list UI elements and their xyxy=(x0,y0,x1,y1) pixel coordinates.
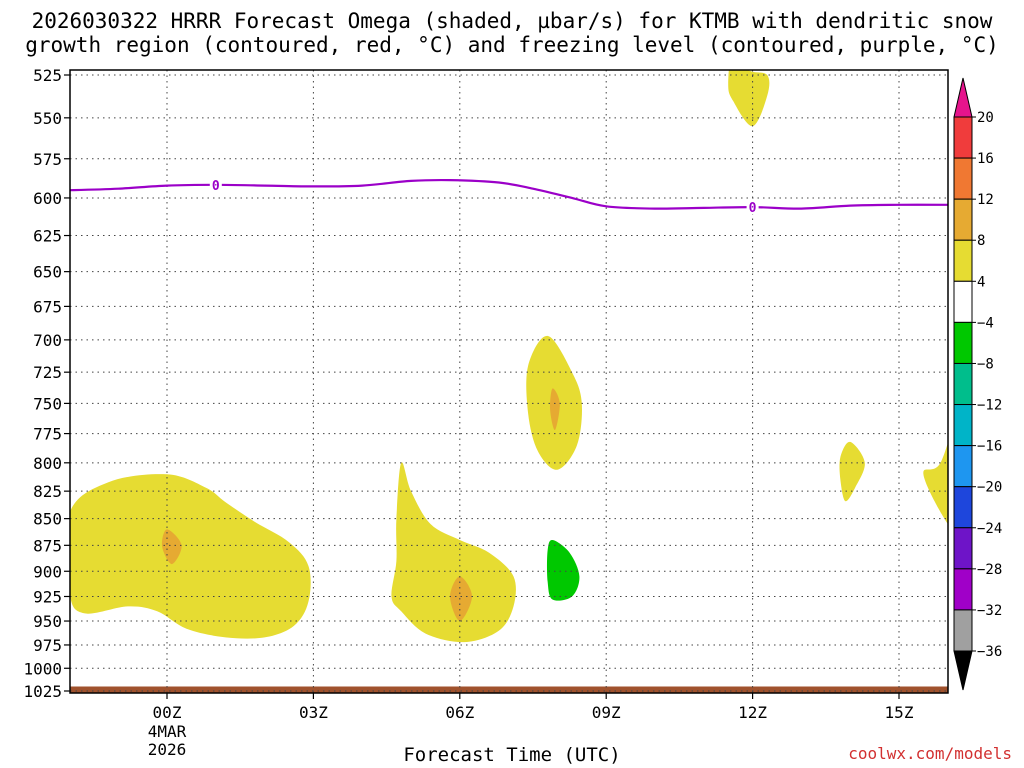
colorbar-bin xyxy=(953,321,973,364)
y-tick-label: 750 xyxy=(33,394,62,413)
x-tick-label: 09Z xyxy=(592,703,621,722)
colorbar-bin xyxy=(953,445,973,488)
freezing-level-label-bg-0 xyxy=(209,177,222,192)
colorbar-bin xyxy=(953,239,973,282)
y-tick-label: 700 xyxy=(33,331,62,350)
colorbar-label: 12 xyxy=(977,192,994,208)
x-axis-title: Forecast Time (UTC) xyxy=(403,744,621,766)
colorbar-label: −12 xyxy=(977,398,1002,414)
colorbar-bin xyxy=(953,568,973,611)
ground-strip xyxy=(70,686,948,693)
y-tick-label: 875 xyxy=(33,536,62,555)
colorbar-bin xyxy=(953,404,973,447)
omega-region-7 xyxy=(450,576,472,621)
y-tick-label: 1025 xyxy=(23,682,62,701)
y-tick-label: 975 xyxy=(33,636,62,655)
colorbar-bin xyxy=(953,609,973,652)
colorbar: 20 16 12 8 4 −4 −8 −12 −16 −20 −24 −28 −32 −36 xyxy=(953,77,1002,691)
colorbar-bin xyxy=(953,157,973,200)
x-tick-label: 15Z xyxy=(885,703,914,722)
colorbar-label: −8 xyxy=(977,356,994,372)
freezing-level-label: 0 xyxy=(749,201,757,216)
omega-region-0 xyxy=(70,474,311,639)
y-axis: 525 550 575 600 625 650 675 700 725 750 775 800 825 8… xyxy=(23,66,70,701)
omega-region-4 xyxy=(839,441,865,502)
plot-frame xyxy=(69,69,949,694)
y-tick-label: 650 xyxy=(33,263,62,282)
omega-shading-layer xyxy=(70,70,948,643)
colorbar-label: 8 xyxy=(977,233,985,249)
y-tick-label: 800 xyxy=(33,454,62,473)
y-tick-label: 850 xyxy=(33,510,62,529)
y-tick-label: 1000 xyxy=(23,659,62,678)
grid-layer xyxy=(70,70,948,693)
freezing-level-label-bg-1 xyxy=(746,200,759,215)
colorbar-label: −16 xyxy=(977,439,1002,455)
x-tick-label: 12Z xyxy=(738,703,767,722)
omega-region-9 xyxy=(547,539,580,601)
credit-link[interactable]: coolwx.com/models xyxy=(848,744,1012,763)
colorbar-bin xyxy=(953,527,973,570)
omega-region-8 xyxy=(550,388,560,431)
y-tick-label: 550 xyxy=(33,109,62,128)
x-tick-date: 4MAR xyxy=(148,722,187,741)
chart-title-line-2: growth region (contoured, red, °C) and f… xyxy=(25,33,999,57)
y-tick-label: 950 xyxy=(33,612,62,631)
ground-layer xyxy=(70,686,948,693)
y-tick-label: 900 xyxy=(33,562,62,581)
colorbar-label: −24 xyxy=(977,521,1002,537)
y-tick-label: 925 xyxy=(33,587,62,606)
freezing-level-line xyxy=(70,178,948,210)
colorbar-bin xyxy=(953,198,973,241)
x-tick-label: 06Z xyxy=(445,703,474,722)
y-tick-label: 625 xyxy=(33,227,62,246)
x-tick-label: 00Z xyxy=(153,703,182,722)
omega-region-3 xyxy=(728,70,770,127)
colorbar-over-arrow xyxy=(953,77,973,118)
y-tick-label: 525 xyxy=(33,66,62,85)
y-tick-label: 600 xyxy=(33,189,62,208)
freezing-level-label: 0 xyxy=(212,179,220,194)
colorbar-label: −4 xyxy=(977,315,994,331)
omega-region-1 xyxy=(391,462,516,643)
chart-title-line-1: 2026030322 HRRR Forecast Omega (shaded, … xyxy=(31,9,993,33)
y-tick-label: 825 xyxy=(33,482,62,501)
freezing-level-layer: 00 xyxy=(70,177,948,216)
colorbar-bin xyxy=(953,486,973,529)
x-tick-year: 2026 xyxy=(148,740,187,759)
colorbar-bin xyxy=(953,280,973,323)
colorbar-label: −36 xyxy=(977,644,1002,660)
colorbar-label: −20 xyxy=(977,480,1002,496)
colorbar-label: 16 xyxy=(977,151,994,167)
colorbar-label: −32 xyxy=(977,603,1002,619)
y-tick-label: 725 xyxy=(33,363,62,382)
colorbar-under-arrow xyxy=(953,650,973,691)
colorbar-bin xyxy=(953,116,973,159)
y-tick-label: 675 xyxy=(33,297,62,316)
omega-region-5 xyxy=(923,442,948,525)
colorbar-label: 4 xyxy=(977,274,985,290)
y-tick-label: 775 xyxy=(33,425,62,444)
colorbar-bin xyxy=(953,362,973,406)
colorbar-label: −28 xyxy=(977,562,1002,578)
y-tick-label: 575 xyxy=(33,150,62,169)
colorbar-label: 20 xyxy=(977,110,994,126)
x-tick-label: 03Z xyxy=(299,703,328,722)
